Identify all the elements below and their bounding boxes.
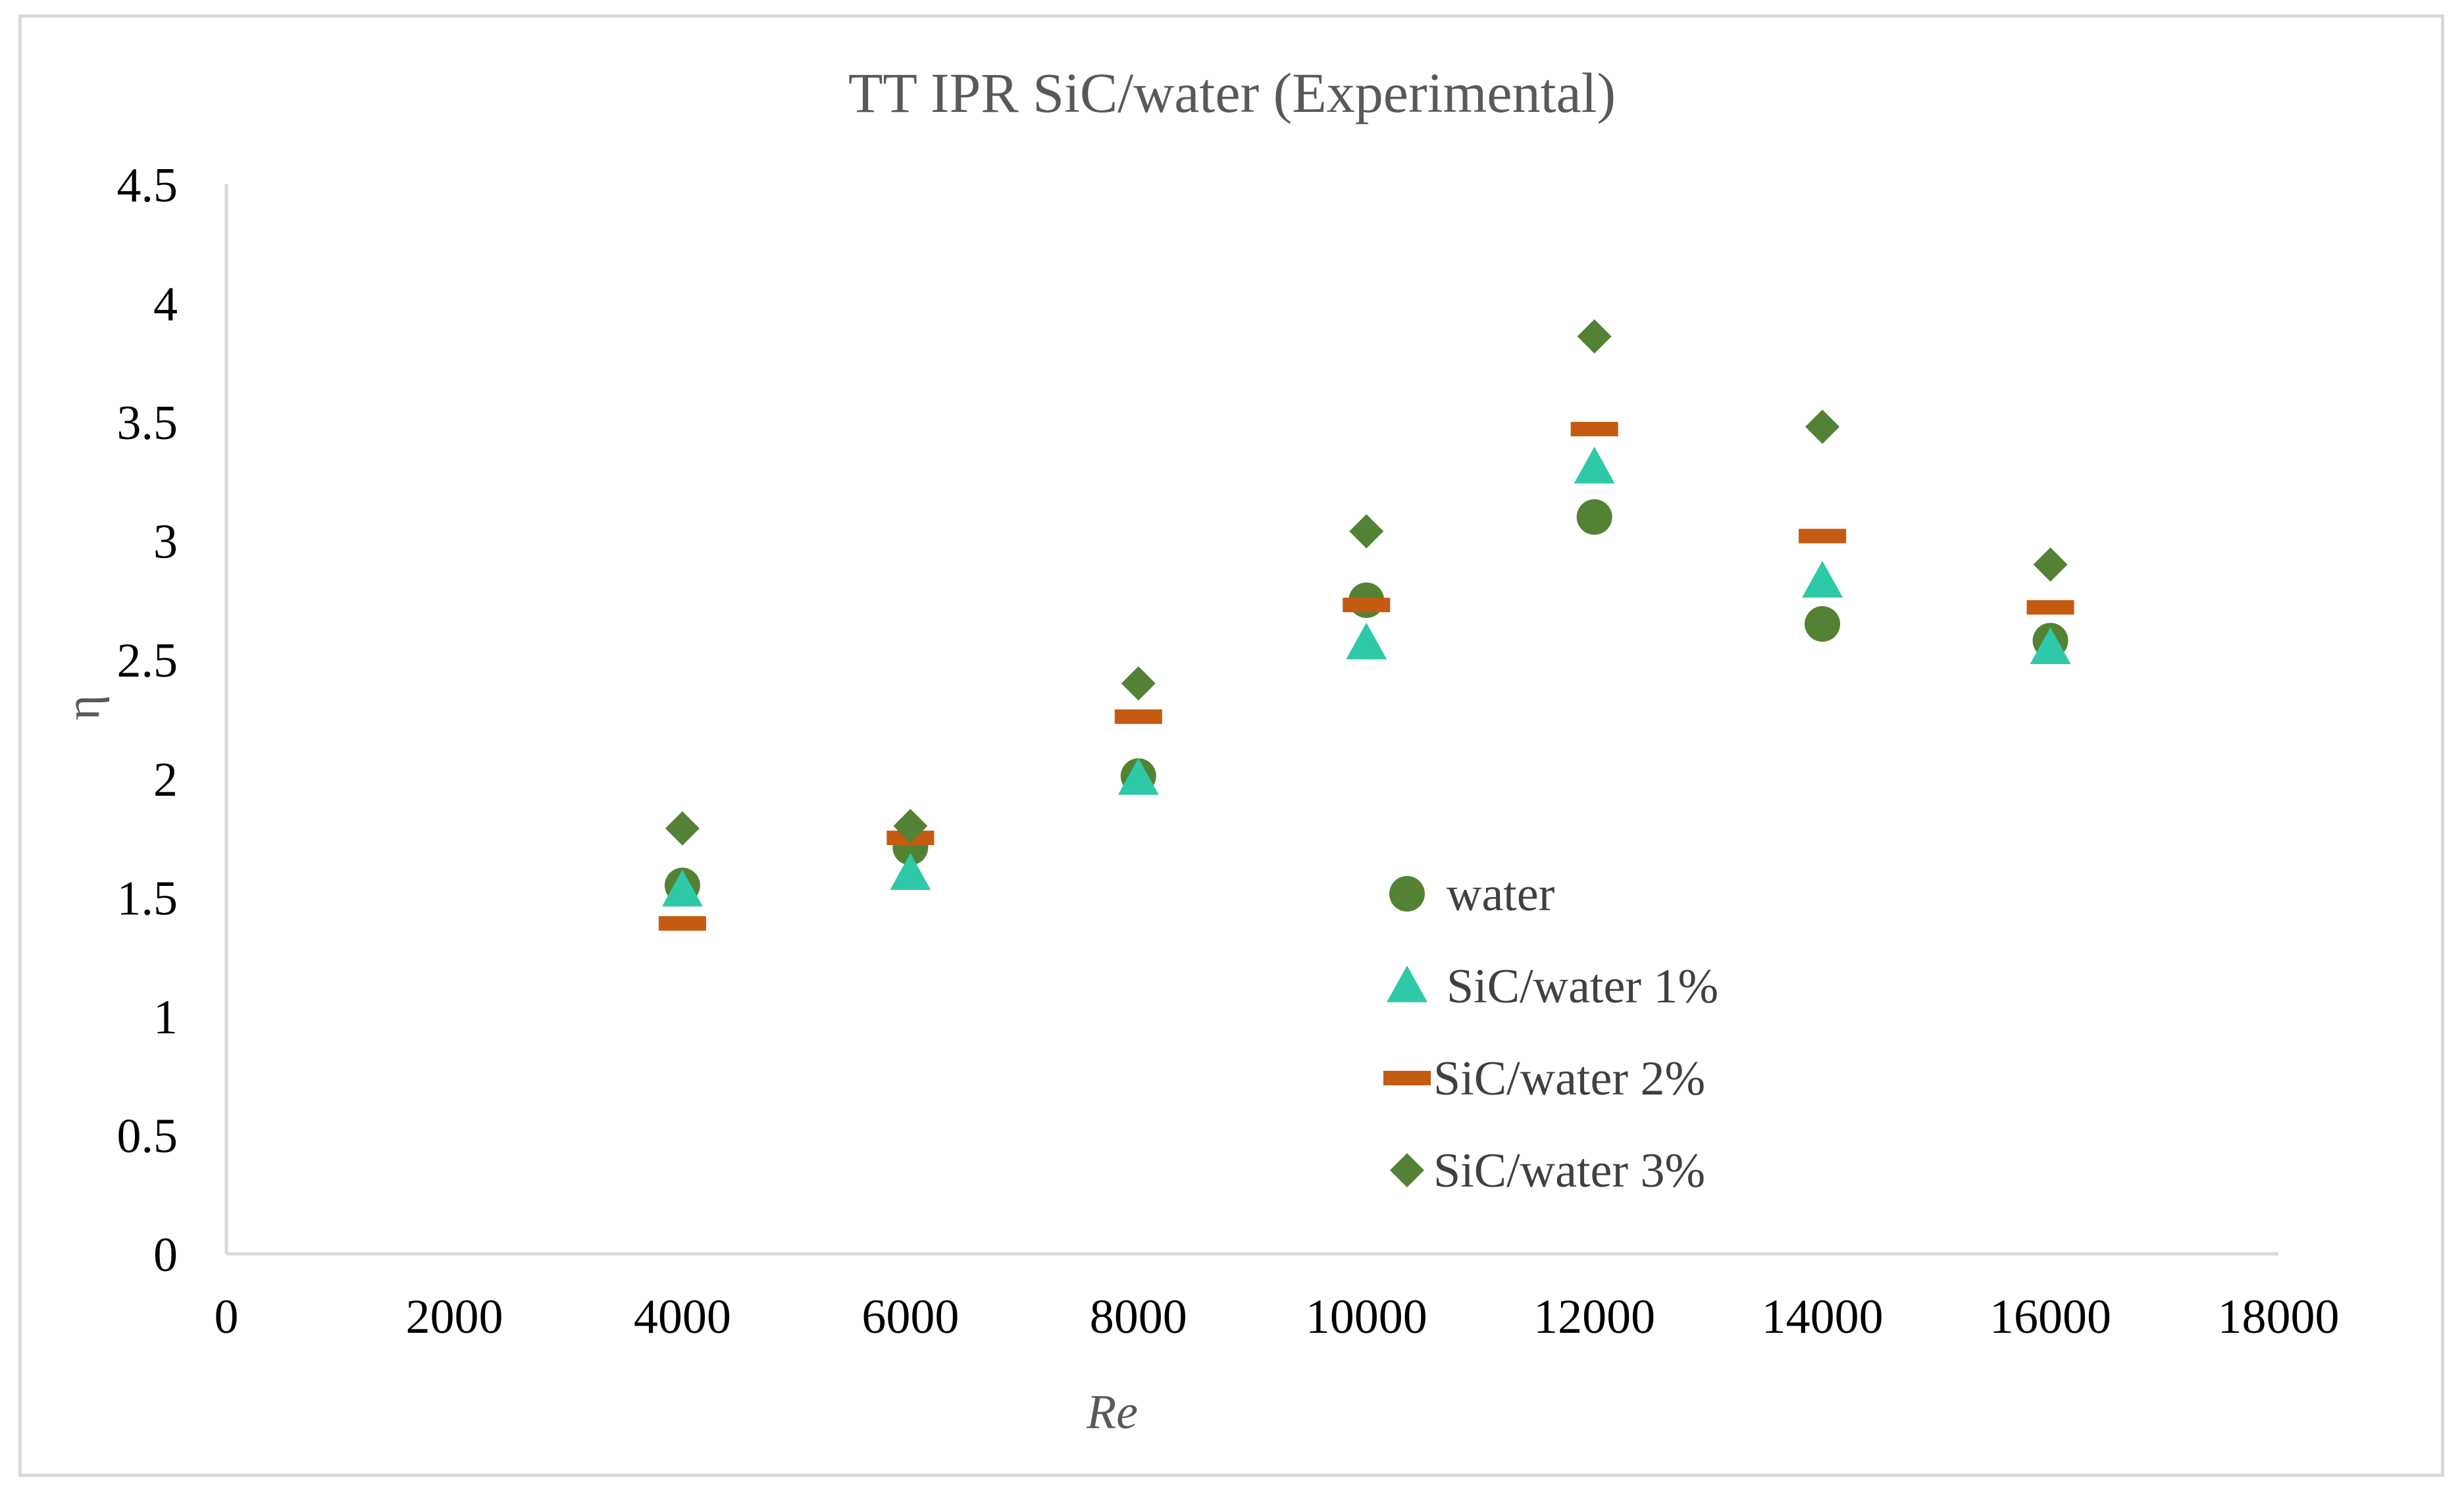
y-tick-label: 4	[153, 278, 178, 332]
legend-marker	[1390, 1153, 1424, 1187]
y-axis-label: η	[56, 695, 110, 721]
x-tick-label: 14000	[1762, 1290, 1884, 1344]
y-tick-label: 3	[153, 515, 178, 569]
data-point	[658, 916, 706, 931]
legend-marker	[1383, 1071, 1431, 1085]
x-tick-label: 10000	[1306, 1290, 1427, 1344]
x-tick-label: 8000	[1090, 1290, 1187, 1344]
legend: water SiC/water 1% SiC/water 2% SiC/water 3…	[1383, 867, 1718, 1198]
y-tick-label: 2.5	[117, 634, 178, 688]
legend-label: water	[1447, 867, 1554, 921]
data-point	[1805, 606, 1841, 642]
y-tick-label: 3.5	[117, 396, 178, 450]
legend-label: SiC/water 2%	[1433, 1052, 1705, 1106]
legend-label: SiC/water 3%	[1433, 1144, 1705, 1198]
data-point	[1574, 446, 1615, 484]
data-point	[2033, 547, 2068, 582]
data-point	[1117, 758, 1159, 795]
data-point	[1570, 421, 1618, 436]
x-tick-label: 16000	[1989, 1290, 2111, 1344]
y-tick-labels: 0 0.5 1 1.5 2 2.5 3 3.5 4 4.5	[117, 159, 178, 1282]
data-points	[658, 319, 2074, 931]
series-1	[664, 499, 2068, 904]
data-point	[1576, 499, 1612, 535]
y-tick-label: 2	[153, 753, 178, 807]
x-axis-label: Re	[1086, 1385, 1138, 1439]
x-tick-label: 4000	[634, 1290, 731, 1344]
legend-label: SiC/water 1%	[1447, 960, 1718, 1014]
y-tick-label: 0.5	[117, 1109, 178, 1163]
series-2	[661, 446, 2071, 907]
x-tick-label: 2000	[405, 1290, 503, 1344]
legend-marker	[1387, 966, 1427, 1002]
chart-title: TT IPR SiC/water (Experimental)	[848, 61, 1616, 124]
data-point	[2026, 600, 2074, 615]
data-point	[2030, 627, 2071, 664]
y-tick-label: 0	[153, 1228, 178, 1282]
data-point	[890, 853, 931, 891]
data-point	[1121, 666, 1156, 701]
data-point	[1802, 561, 1843, 598]
x-tick-label: 6000	[861, 1290, 959, 1344]
data-point	[1346, 622, 1387, 659]
data-point	[1805, 409, 1840, 444]
legend-marker	[1389, 876, 1425, 912]
y-tick-label: 1	[153, 991, 178, 1045]
chart-frame	[18, 14, 2444, 1477]
data-point	[1349, 514, 1384, 549]
y-tick-label: 4.5	[117, 159, 178, 213]
x-tick-labels: 0 2000 4000 6000 8000 10000 12000 14000 16000 180…	[215, 1290, 2340, 1344]
data-point	[1799, 529, 1847, 544]
series-3	[658, 421, 2074, 931]
y-tick-label: 1.5	[117, 871, 178, 925]
data-point	[893, 809, 928, 843]
x-tick-label: 0	[215, 1290, 239, 1344]
data-point	[1577, 319, 1612, 354]
data-point	[665, 811, 700, 846]
data-point	[1343, 598, 1391, 613]
series-4	[665, 319, 2068, 846]
data-point	[661, 869, 703, 907]
x-tick-label: 12000	[1533, 1290, 1655, 1344]
x-tick-label: 18000	[2218, 1290, 2340, 1344]
data-point	[1114, 709, 1162, 724]
